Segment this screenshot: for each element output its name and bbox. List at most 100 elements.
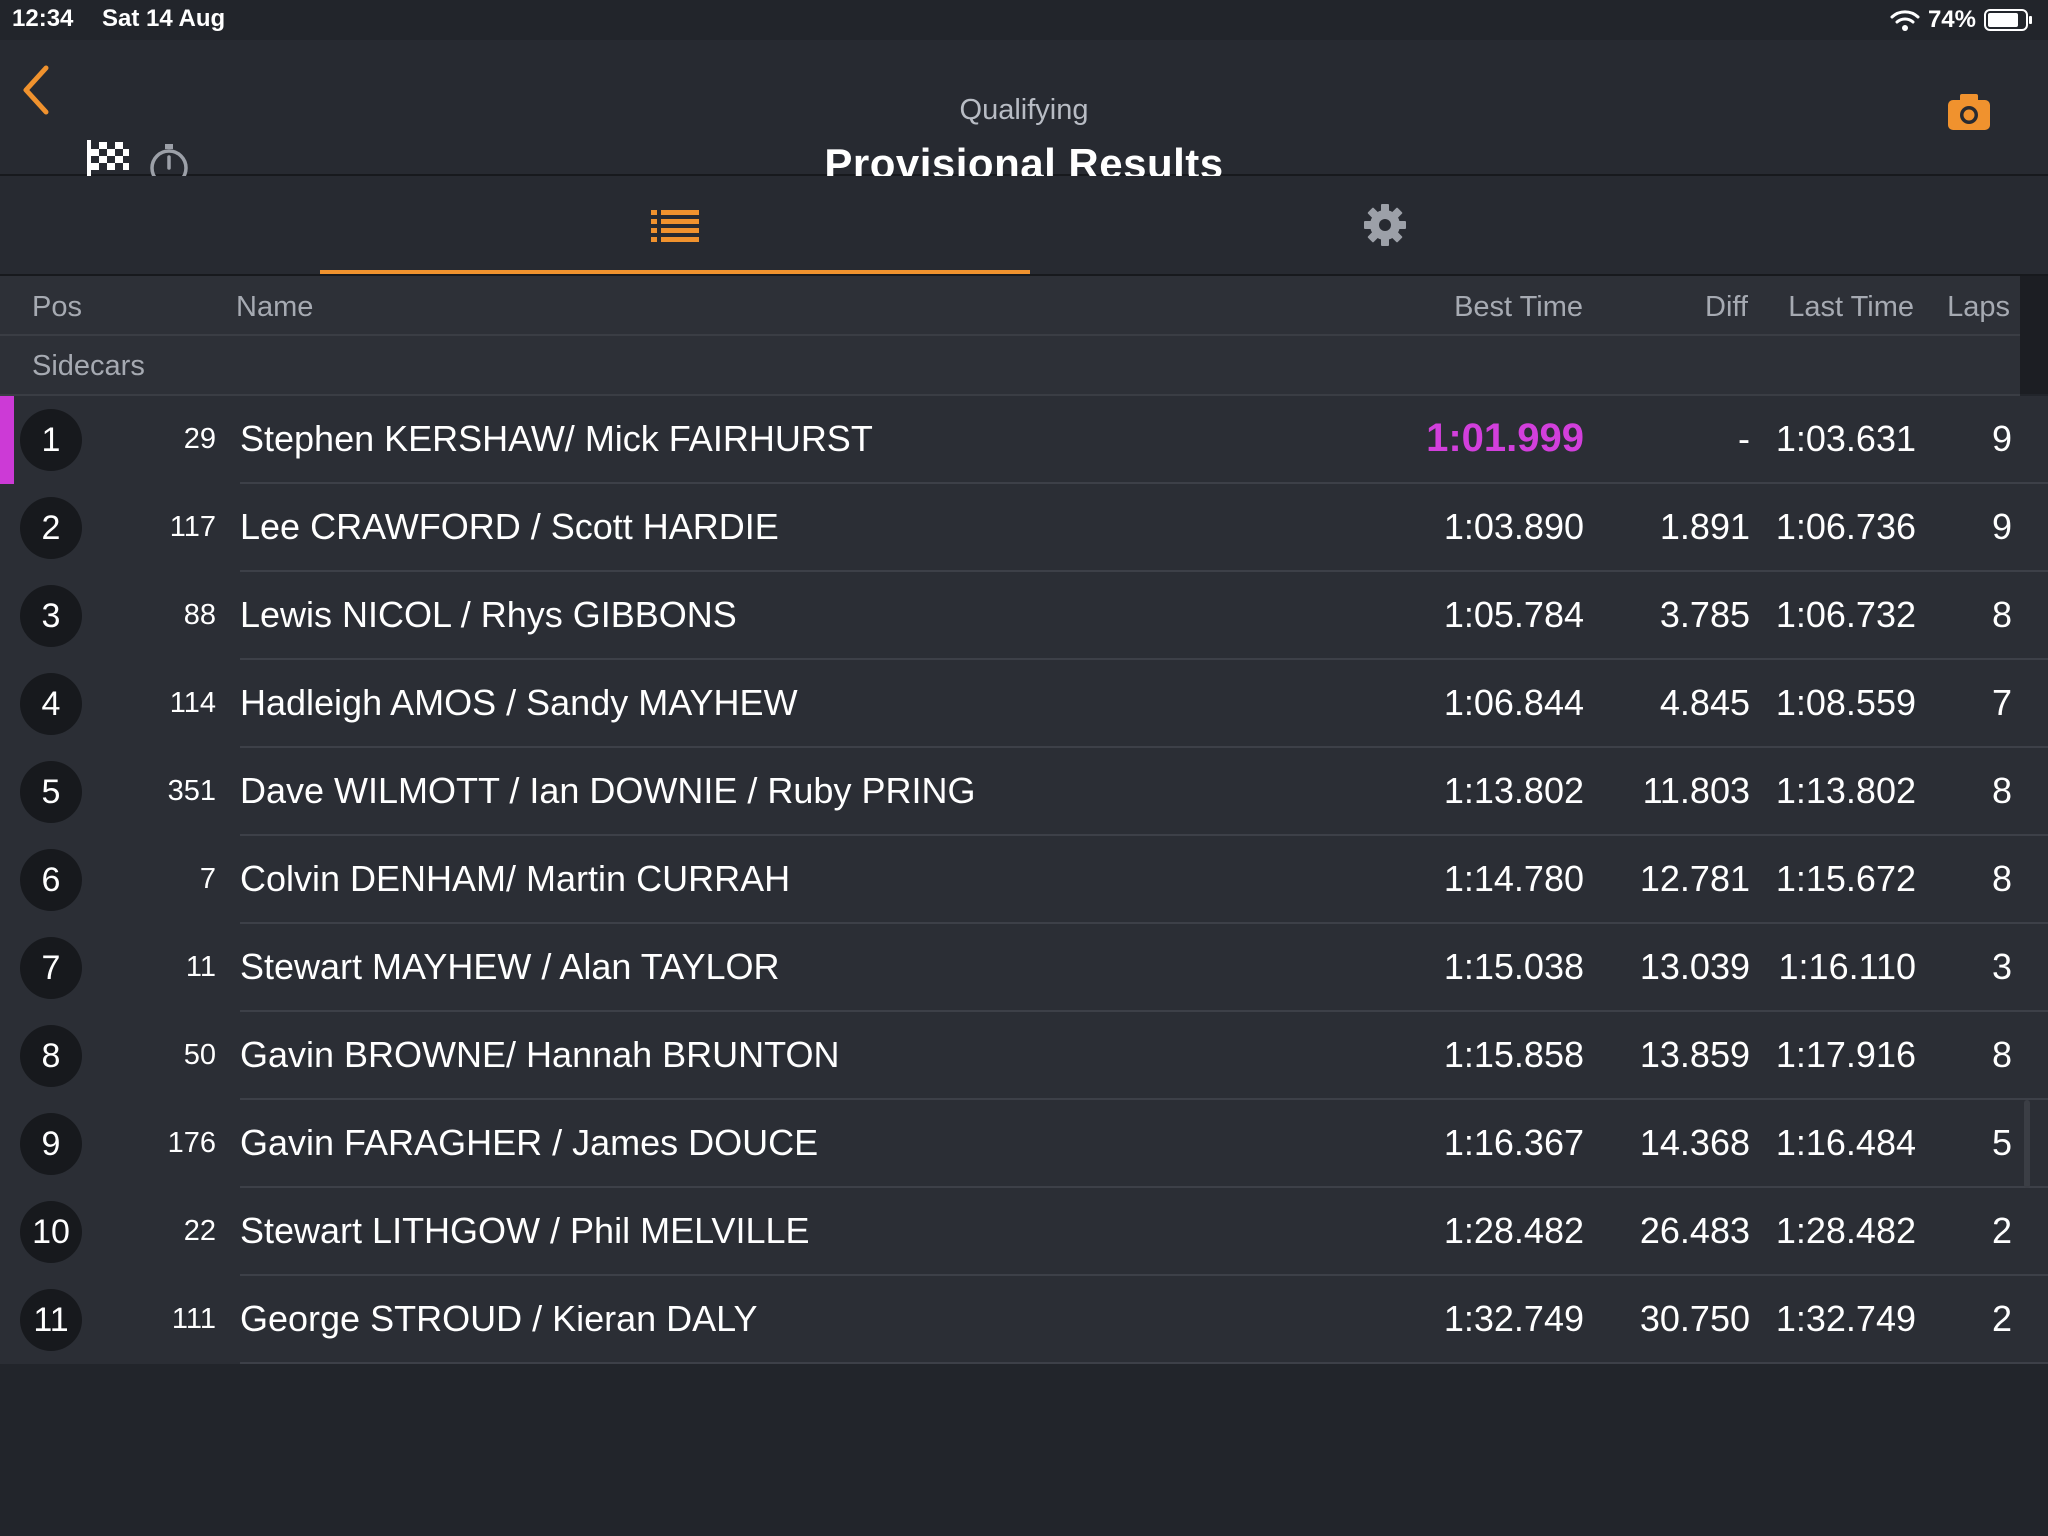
best-time: 1:14.780 (1443, 858, 1584, 899)
table-row[interactable]: 11 111 George STROUD / Kieran DALY 1:32.… (0, 1276, 2048, 1364)
last-time: 1:28.482 (1775, 1210, 1916, 1251)
laps: 7 (1991, 682, 2012, 723)
last-time: 1:16.110 (1778, 946, 1916, 987)
row-divider (240, 1274, 2048, 1276)
tab-settings[interactable] (1030, 176, 1740, 274)
scrollbar[interactable] (2024, 1100, 2030, 1188)
gear-icon (1364, 204, 1406, 246)
last-time: 1:08.559 (1775, 682, 1916, 723)
table-row[interactable]: 4 114 Hadleigh AMOS / Sandy MAYHEW 1:06.… (0, 660, 2048, 748)
table-row[interactable]: 6 7 Colvin DENHAM/ Martin CURRAH 1:14.78… (0, 836, 2048, 924)
position-badge: 1 (20, 409, 82, 471)
race-number: 7 (199, 863, 216, 895)
table-row[interactable]: 7 11 Stewart MAYHEW / Alan TAYLOR 1:15.0… (0, 924, 2048, 1012)
last-time: 1:15.672 (1775, 858, 1916, 899)
column-last-time[interactable]: Last Time (1788, 291, 1914, 323)
best-time: 1:16.367 (1443, 1122, 1584, 1163)
race-number: 29 (183, 423, 216, 455)
table-row[interactable]: 5 351 Dave WILMOTT / Ian DOWNIE / Ruby P… (0, 748, 2048, 836)
wifi-icon (1890, 10, 1920, 31)
laps: 5 (1991, 1122, 2012, 1163)
last-time: 1:16.484 (1775, 1122, 1916, 1163)
column-pos[interactable]: Pos (32, 291, 82, 323)
laps: 9 (1991, 506, 2012, 547)
diff: 13.039 (1639, 946, 1750, 987)
column-laps[interactable]: Laps (1947, 291, 2010, 323)
diff: 26.483 (1639, 1210, 1750, 1251)
diff: 4.845 (1659, 682, 1750, 723)
row-divider (240, 1186, 2048, 1188)
column-best-time[interactable]: Best Time (1454, 291, 1583, 323)
column-diff[interactable]: Diff (1705, 291, 1748, 323)
race-number: 351 (167, 775, 216, 807)
group-label: Sidecars (32, 350, 145, 382)
rider-name: Dave WILMOTT / Ian DOWNIE / Ruby PRING (240, 770, 976, 811)
race-number: 176 (167, 1127, 216, 1159)
checkered-flag-icon[interactable] (84, 138, 132, 192)
best-time: 1:32.749 (1443, 1298, 1584, 1339)
table-row[interactable]: 10 22 Stewart LITHGOW / Phil MELVILLE 1:… (0, 1188, 2048, 1276)
camera-icon[interactable] (1946, 92, 1992, 132)
list-icon (651, 210, 699, 242)
position-badge: 2 (20, 497, 82, 559)
last-time: 1:17.916 (1775, 1034, 1916, 1075)
rider-name: Lewis NICOL / Rhys GIBBONS (240, 594, 737, 635)
position-badge: 3 (20, 585, 82, 647)
row-divider (240, 1362, 2048, 1364)
table-row[interactable]: 9 176 Gavin FARAGHER / James DOUCE 1:16.… (0, 1100, 2048, 1188)
laps: 3 (1991, 946, 2012, 987)
status-bar: 12:34 Sat 14 Aug 74% (0, 0, 2048, 40)
row-divider (240, 746, 2048, 748)
tab-bar (0, 176, 2048, 276)
diff: 1.891 (1659, 506, 1750, 547)
position-badge: 4 (20, 673, 82, 735)
row-divider (240, 834, 2048, 836)
rider-name: Hadleigh AMOS / Sandy MAYHEW (240, 682, 798, 723)
position-badge: 6 (20, 849, 82, 911)
rider-name: Lee CRAWFORD / Scott HARDIE (240, 506, 779, 547)
row-divider (240, 1010, 2048, 1012)
laps: 8 (1991, 594, 2012, 635)
table-row[interactable]: 1 29 Stephen KERSHAW/ Mick FAIRHURST 1:0… (0, 396, 2048, 484)
diff: 3.785 (1659, 594, 1750, 635)
race-number: 50 (183, 1039, 216, 1071)
row-divider (240, 922, 2048, 924)
tab-results-list[interactable] (320, 176, 1030, 274)
diff: 30.750 (1639, 1298, 1750, 1339)
battery-percent: 74% (1927, 6, 1976, 33)
last-time: 1:06.736 (1775, 506, 1916, 547)
position-badge: 11 (20, 1289, 82, 1351)
rider-name: Gavin FARAGHER / James DOUCE (240, 1122, 819, 1163)
best-time: 1:15.038 (1443, 946, 1584, 987)
table-row[interactable]: 2 117 Lee CRAWFORD / Scott HARDIE 1:03.8… (0, 484, 2048, 572)
best-time: 1:06.844 (1443, 682, 1584, 723)
position-badge: 8 (20, 1025, 82, 1087)
best-time: 1:13.802 (1443, 770, 1584, 811)
best-time: 1:15.858 (1443, 1034, 1584, 1075)
race-number: 22 (183, 1215, 216, 1247)
status-indicators: 74% (1890, 5, 2034, 35)
diff: - (1738, 418, 1750, 459)
laps: 2 (1991, 1298, 2012, 1339)
best-time: 1:03.890 (1443, 506, 1584, 547)
position-badge: 5 (20, 761, 82, 823)
last-time: 1:32.749 (1775, 1298, 1916, 1339)
rider-name: Stephen KERSHAW/ Mick FAIRHURST (240, 418, 873, 459)
rider-name: Gavin BROWNE/ Hannah BRUNTON (240, 1034, 840, 1075)
table-row[interactable]: 8 50 Gavin BROWNE/ Hannah BRUNTON 1:15.8… (0, 1012, 2048, 1100)
active-tab-indicator (320, 270, 1030, 274)
rider-name: Stewart MAYHEW / Alan TAYLOR (240, 946, 780, 987)
race-number: 88 (183, 599, 216, 631)
row-divider (240, 658, 2048, 660)
last-time: 1:13.802 (1775, 770, 1916, 811)
chevron-left-icon[interactable] (14, 60, 58, 120)
table-row[interactable]: 3 88 Lewis NICOL / Rhys GIBBONS 1:05.784… (0, 572, 2048, 660)
status-date: Sat 14 Aug (102, 5, 226, 32)
row-divider (240, 482, 2048, 484)
status-time: 12:34 (12, 5, 74, 32)
race-number: 117 (169, 511, 216, 543)
column-name[interactable]: Name (236, 291, 314, 323)
laps: 8 (1991, 770, 2012, 811)
row-divider (240, 570, 2048, 572)
best-time: 1:28.482 (1443, 1210, 1584, 1251)
